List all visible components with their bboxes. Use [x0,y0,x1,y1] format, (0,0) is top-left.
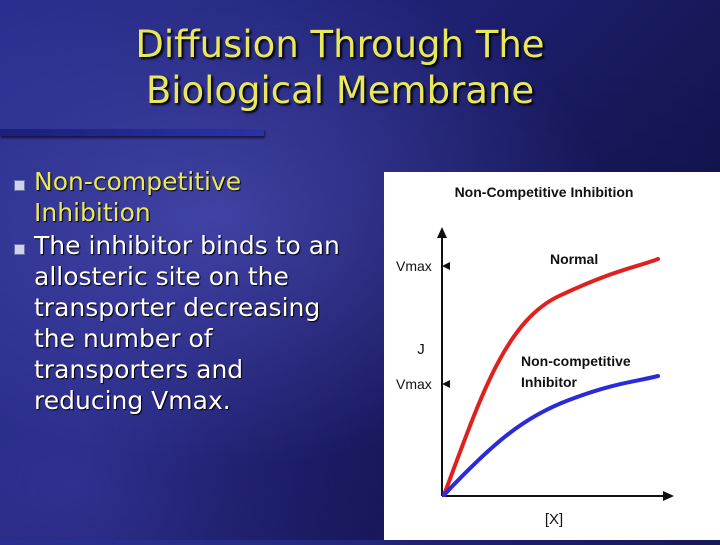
bullet-text: Non-competitive Inhibition [34,167,242,227]
slide-title: Diffusion Through The Biological Membran… [70,22,610,114]
series-line-inhibitor [442,374,660,497]
y-marker-vmax-normal: Vmax [396,258,432,274]
bullet-list: Non-competitive Inhibition The inhibitor… [14,166,354,418]
title-line-2: Biological Membrane [145,69,535,112]
y-axis-label: J [417,341,425,358]
square-bullet-icon [14,244,25,255]
chart-title: Non-Competitive Inhibition [455,184,634,200]
title-underline [0,129,264,136]
title-line-1: Diffusion Through The [135,23,545,66]
chart-svg: Non-Competitive Inhibition Vmax Vmax J [… [396,184,674,528]
chart-figure: Non-Competitive Inhibition Vmax Vmax J [… [384,172,720,540]
bullet-text: The inhibitor binds to an allosteric sit… [34,231,340,415]
x-axis-label: [X] [545,511,563,528]
series-label-normal: Normal [550,251,598,267]
series-line-normal [442,257,660,497]
vmax-tick-icon [442,262,450,270]
series-label-inhibitor-line-2: Inhibitor [521,374,578,390]
y-marker-vmax-inhibited: Vmax [396,376,432,392]
series-label-inhibitor: Non-competitive Inhibitor [521,353,635,390]
bullet-item: Non-competitive Inhibition [14,166,354,228]
vmax-tick-icon [442,380,450,388]
series-label-inhibitor-line-1: Non-competitive [521,353,631,369]
bullet-item: The inhibitor binds to an allosteric sit… [14,230,354,416]
square-bullet-icon [14,180,25,191]
x-axis-arrow-icon [663,491,674,501]
y-axis-arrow-icon [437,227,447,238]
